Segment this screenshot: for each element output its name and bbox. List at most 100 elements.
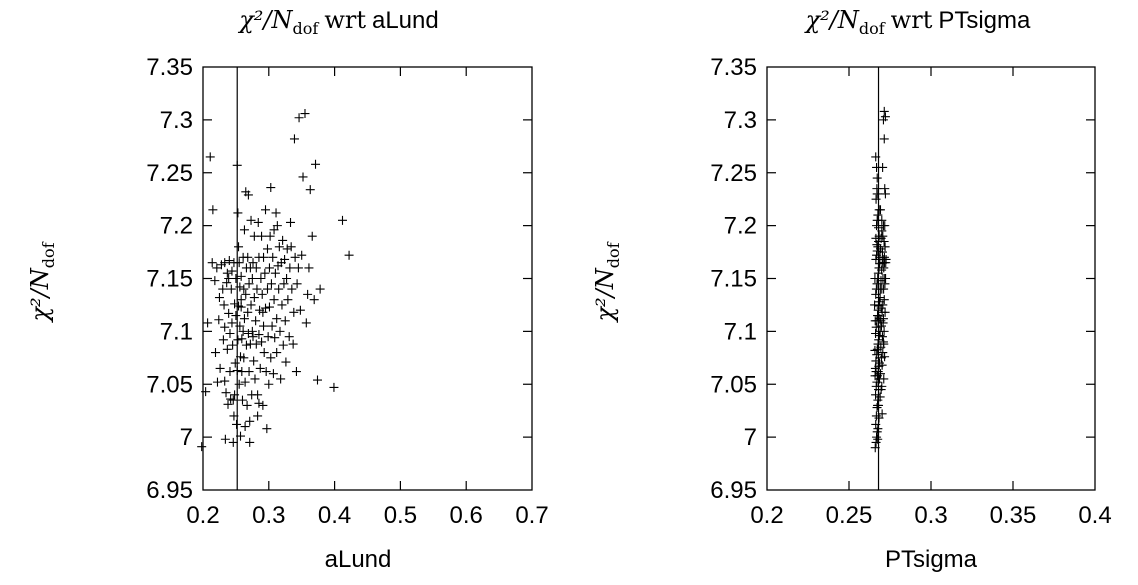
data-point — [872, 173, 882, 183]
data-point — [872, 350, 882, 360]
data-point — [247, 326, 257, 336]
data-point — [228, 395, 238, 405]
data-point — [266, 279, 276, 289]
data-point — [247, 274, 257, 283]
data-point — [234, 379, 244, 389]
data-point — [244, 367, 254, 377]
y-tick-label: 7 — [744, 424, 757, 451]
x-tick-label: 0.35 — [990, 502, 1037, 529]
x-axis-label: PTsigma — [885, 546, 978, 573]
data-point — [251, 339, 261, 349]
data-point — [243, 328, 253, 338]
data-point — [212, 377, 222, 387]
data-point — [231, 311, 241, 321]
data-point — [287, 284, 297, 294]
data-point — [266, 353, 276, 363]
data-point — [274, 242, 284, 252]
data-point — [875, 392, 885, 402]
data-point — [239, 314, 249, 324]
data-point — [878, 231, 888, 241]
data-point — [260, 268, 270, 278]
data-point — [241, 340, 251, 350]
data-point — [255, 363, 265, 373]
data-point — [877, 332, 887, 342]
data-point — [267, 321, 277, 331]
data-point — [249, 293, 259, 303]
data-point — [280, 316, 290, 326]
data-point — [227, 318, 237, 328]
data-point — [875, 205, 885, 215]
data-point — [295, 305, 305, 315]
data-point — [304, 263, 314, 273]
data-point — [228, 437, 238, 447]
data-point — [880, 189, 890, 199]
data-point — [878, 162, 888, 172]
data-point — [259, 252, 269, 262]
data-point — [872, 240, 882, 250]
data-point — [294, 113, 304, 123]
data-point — [269, 295, 279, 305]
data-point — [225, 328, 235, 338]
data-point — [877, 247, 887, 257]
data-point — [218, 335, 228, 345]
x-tick-label: 0.5 — [384, 502, 417, 529]
data-point — [226, 284, 236, 294]
data-point — [222, 278, 232, 288]
y-tick-label: 6.95 — [710, 477, 757, 504]
data-point — [277, 300, 287, 310]
data-point — [315, 284, 325, 294]
data-point — [253, 411, 263, 421]
data-point — [264, 263, 274, 273]
chart-title-PTsigma: χ²/Ndof wrt PTsigma — [804, 6, 1031, 38]
data-point — [254, 330, 264, 340]
data-point — [259, 348, 269, 358]
x-tick-label: 0.6 — [450, 502, 483, 529]
data-point — [344, 250, 354, 260]
data-point — [250, 374, 260, 384]
data-point — [257, 231, 267, 241]
data-point — [879, 236, 889, 246]
data-point — [288, 339, 298, 349]
data-point — [297, 250, 307, 260]
data-point — [262, 244, 272, 254]
y-ticks: 6.95 7 7.05 7.1 7.15 7.2 7.25 7.3 7.35 — [146, 54, 532, 504]
y-tick-label: 7.3 — [160, 107, 193, 134]
y-tick-label: 7.35 — [146, 54, 193, 81]
data-point — [300, 109, 310, 119]
data-point — [207, 258, 217, 268]
data-point — [214, 315, 224, 325]
data-point — [243, 307, 253, 317]
data-point — [257, 337, 267, 347]
y-axis-label: χ²/Ndof — [591, 241, 623, 323]
x-tick-label: 0.7 — [515, 502, 548, 529]
data-point — [248, 258, 258, 268]
data-point — [210, 276, 220, 286]
data-point — [878, 318, 888, 328]
data-point — [271, 208, 281, 218]
data-point — [218, 284, 228, 294]
data-point — [880, 242, 890, 252]
data-point — [234, 242, 244, 252]
data-point — [311, 159, 321, 169]
data-point — [254, 398, 264, 408]
data-point — [220, 434, 230, 444]
x-tick-label: 0.2 — [750, 502, 783, 529]
y-tick-label: 7.05 — [710, 371, 757, 398]
data-point — [224, 256, 234, 266]
data-point — [873, 400, 883, 410]
data-point — [242, 400, 252, 410]
x-ticks: 0.2 0.25 0.3 0.35 0.4 — [750, 67, 1112, 529]
data-point — [279, 279, 289, 289]
data-point — [219, 300, 229, 310]
chart-title-aLund: χ²/Ndof wrt aLund — [237, 6, 438, 38]
y-tick-label: 7.25 — [146, 160, 193, 187]
data-point — [262, 424, 272, 434]
data-point — [263, 332, 273, 342]
y-tick-label: 7.1 — [160, 318, 193, 345]
data-point — [880, 184, 890, 194]
data-point — [879, 258, 889, 268]
data-point — [221, 388, 231, 398]
data-point — [233, 208, 243, 218]
data-point — [211, 348, 221, 358]
